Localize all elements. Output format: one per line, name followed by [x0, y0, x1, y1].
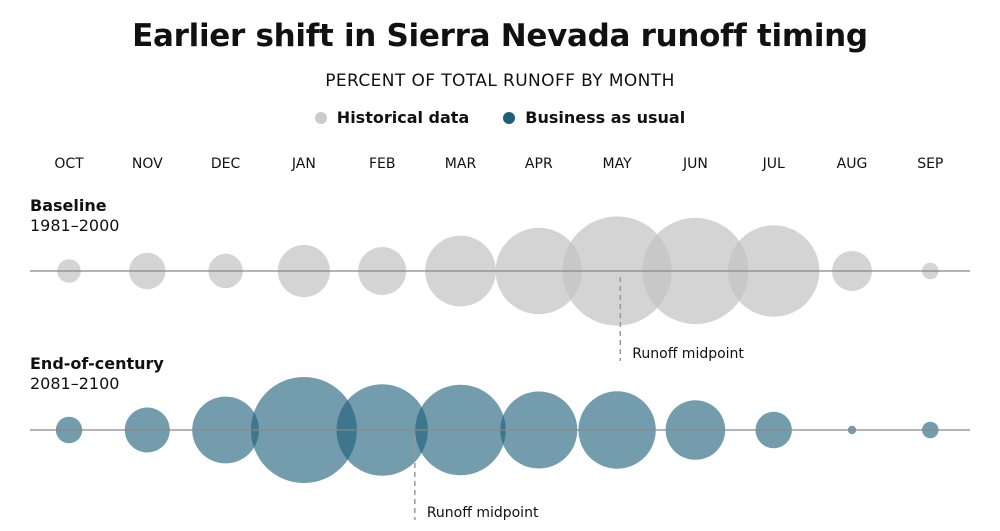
month-label-nov: NOV — [132, 156, 163, 172]
legend-label-business-as-usual: Business as usual — [525, 108, 686, 127]
month-label-oct: OCT — [54, 156, 84, 172]
month-label-mar: MAR — [445, 156, 477, 172]
legend: Historical data Business as usual — [0, 108, 1000, 127]
legend-swatch-historical — [314, 111, 327, 124]
month-label-aug: AUG — [837, 156, 868, 172]
month-label-dec: DEC — [211, 156, 241, 172]
row-label-end-of-century: End-of-century 2081–2100 — [30, 354, 164, 394]
row-period-baseline: 1981–2000 — [30, 216, 120, 235]
month-label-jun: JUN — [682, 156, 708, 172]
row-label-baseline: Baseline 1981–2000 — [30, 196, 119, 236]
month-label-apr: APR — [525, 156, 553, 172]
legend-item-business-as-usual: Business as usual — [503, 108, 685, 127]
row-name-end-of-century: End-of-century — [30, 354, 164, 373]
month-label-sep: SEP — [917, 156, 943, 172]
month-label-may: MAY — [603, 156, 633, 172]
midpoint-label-end-of-century: Runoff midpoint — [427, 505, 539, 521]
midpoint-label-baseline: Runoff midpoint — [632, 346, 744, 362]
month-label-feb: FEB — [369, 156, 396, 172]
chart-subtitle: PERCENT OF TOTAL RUNOFF BY MONTH — [325, 71, 675, 91]
row-period-end-of-century: 2081–2100 — [30, 374, 120, 393]
month-label-jul: JUL — [762, 156, 785, 172]
legend-item-historical: Historical data — [314, 108, 470, 127]
chart-title: Earlier shift in Sierra Nevada runoff ti… — [132, 18, 868, 54]
legend-swatch-business-as-usual — [503, 111, 516, 124]
month-label-jan: JAN — [291, 156, 316, 172]
legend-label-historical: Historical data — [336, 108, 470, 127]
row-name-baseline: Baseline — [30, 196, 107, 215]
